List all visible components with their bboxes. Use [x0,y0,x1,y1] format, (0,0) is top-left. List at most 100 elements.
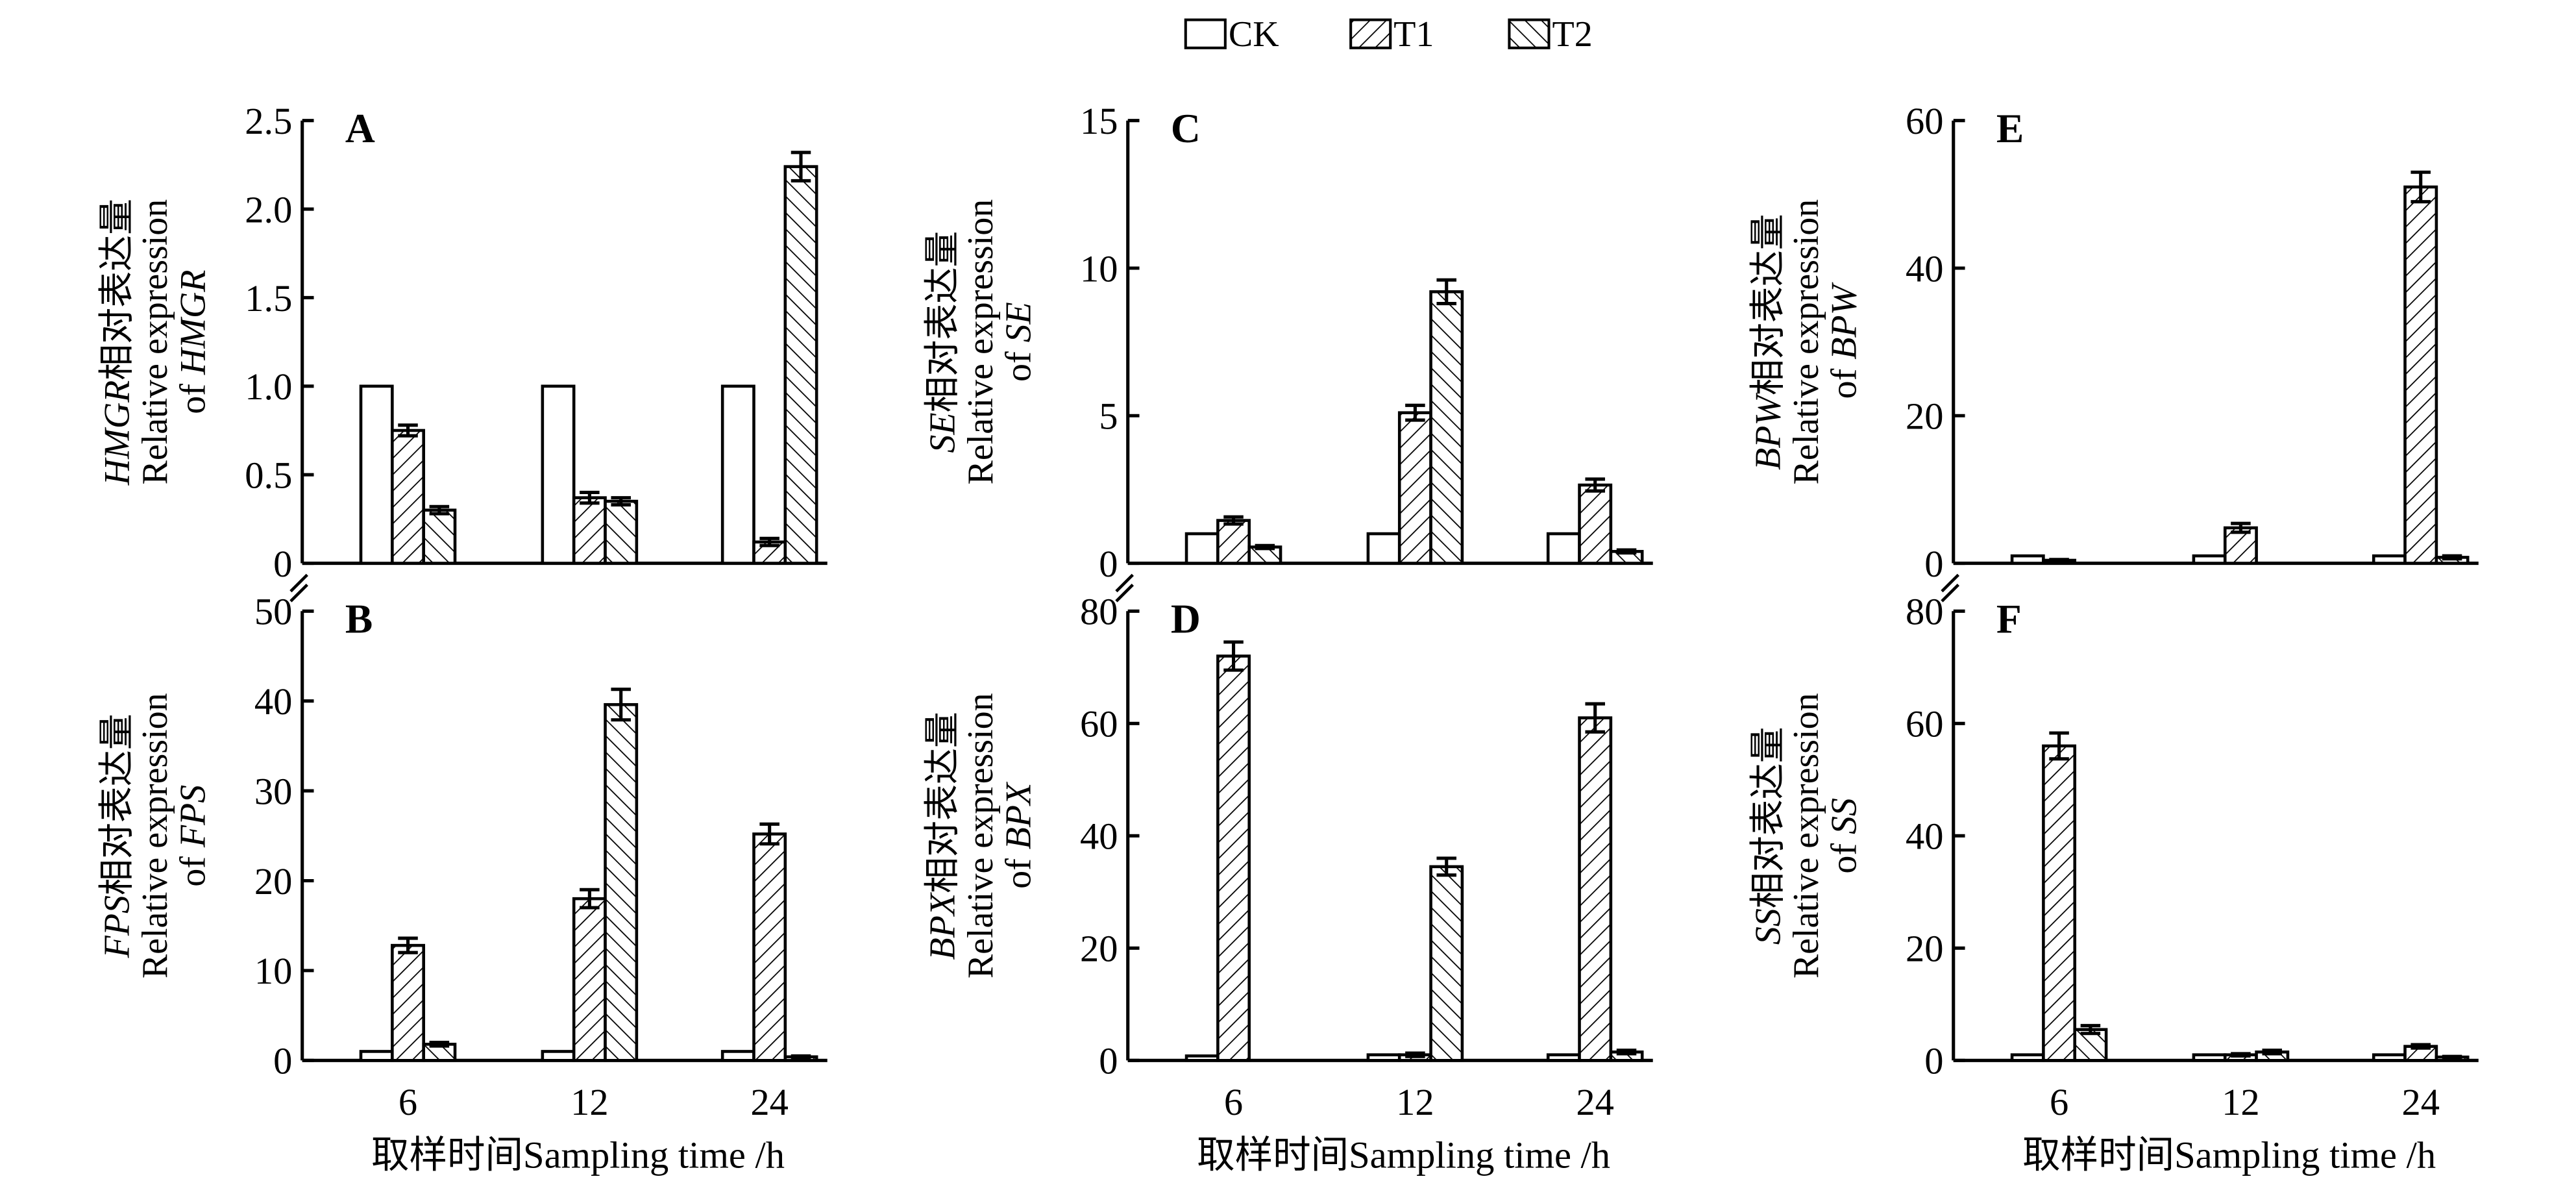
bar-ck-24h [720,1050,755,1062]
y-label-gene: FPS [97,895,138,958]
y-label-gene-2: SS [1824,798,1865,834]
y-label-line2: Relative expression [135,693,175,978]
bar-ck-12h [1366,1053,1401,1062]
y-label-of: of [999,849,1039,889]
y-tick-label: 5 [1099,395,1118,438]
y-label-of: of [1824,834,1865,874]
y-tick-label: 2.0 [245,188,292,230]
bar-ck-6h [359,384,394,565]
legend-swatch-t1 [1349,18,1392,49]
y-tick-label: 0 [1924,543,1943,585]
y-label-line3: of SE [999,302,1039,382]
error-bar-t2-12h [611,496,631,507]
bar-t2-12h [1429,865,1464,1062]
y-tick-label: 80 [1906,591,1944,633]
y-tick-label: 1.0 [245,366,292,408]
x-axis-label: 取样时间Sampling time /h [2022,1134,2436,1176]
bar-ck-12h [2192,554,2227,565]
y-label-line1: BPX相对表达量 [923,712,963,960]
y-label-of: of [173,847,214,887]
bar-t1-24h [752,832,787,1062]
error-bar-t2-24h [1616,548,1637,555]
y-label-gene-2: FPS [173,785,214,848]
bar-t1-6h [1216,519,1251,565]
error-bar-t1-6h [1223,640,1244,672]
y-tick-label: 20 [1906,395,1944,438]
bar-ck-6h [1184,1054,1220,1062]
y-label-cn: 相对表达量 [97,199,138,380]
y-tick-label: 60 [1080,703,1118,745]
bar-t1-6h [391,943,425,1062]
bar-ck-6h [2010,554,2045,565]
y-label-gene-2: BPW [1824,282,1865,359]
panel-letter: A [345,105,375,151]
y-tick-label: 0 [1099,543,1118,585]
y-label-gene: BPX [923,892,963,960]
error-bar-t1-6h [2049,731,2069,761]
x-axis-label: 取样时间Sampling time /h [371,1134,785,1176]
y-label-line2: Relative expression [961,199,1001,485]
y-tick-label: 40 [1906,247,1944,290]
bar-t1-12h [572,897,607,1062]
bar-t2-6h [422,508,457,565]
legend-label-ck: CK [1229,14,1279,55]
bar-t2-12h [1429,290,1464,565]
y-label-line3: of HMGR [173,270,214,414]
y-label-cn: 相对表达量 [923,712,963,893]
bar-ck-12h [2192,1053,2227,1062]
axis-break-mark [1941,573,1960,603]
panel-letter: F [1996,595,2022,641]
y-tick-label: 40 [1080,815,1118,858]
error-bar-t2-6h [429,1041,450,1048]
axis-break-mark [1115,573,1134,603]
y-tick-label: 50 [254,591,293,633]
bar-ck-24h [2372,1053,2407,1062]
x-tick-label: 12 [570,1081,609,1123]
bar-t1-6h [391,429,425,565]
error-bar-t2-12h [611,688,631,722]
panel-letter: E [1996,105,2024,151]
bar-t2-12h [604,702,639,1062]
error-bar-t1-6h [1223,515,1244,526]
error-bar-t1-12h [2231,1052,2251,1058]
error-bar-t2-12h [1436,856,1456,877]
y-tick-label: 2.5 [245,100,292,142]
y-label-line2: Relative expression [961,693,1001,978]
error-bar-t1-24h [759,822,779,846]
y-label-line1: SE相对表达量 [923,231,963,453]
legend-swatch-t2 [1508,18,1551,49]
y-label-line3: of FPS [173,785,214,887]
y-tick-label: 10 [1080,247,1118,290]
y-tick-label: 30 [254,770,293,812]
bar-t1-24h [1578,483,1613,565]
x-tick-label: 6 [399,1081,417,1123]
y-tick-label: 20 [254,860,293,902]
y-label-line2: Relative expression [135,199,175,485]
bar-t2-12h [604,499,639,565]
bar-ck-12h [541,384,576,565]
y-label-cn: 相对表达量 [97,714,138,895]
error-bar-t1-12h [580,888,600,910]
bar-t2-24h [783,165,818,565]
y-label-line3: of BPW [1824,282,1865,399]
y-tick-label: 0 [1099,1040,1118,1082]
y-tick-label: 60 [1906,703,1944,745]
y-label-gene: SE [923,412,963,453]
error-bar-t1-6h [398,936,418,954]
error-bar-t2-12h [1436,278,1456,306]
y-tick-label: 15 [1080,100,1118,142]
x-tick-label: 24 [1576,1081,1614,1123]
bar-ck-24h [720,384,755,565]
bar-t1-6h [1216,654,1251,1062]
y-label-line2: Relative expression [1786,693,1826,978]
y-tick-label: 10 [254,950,293,992]
error-bar-t2-6h [1255,543,1275,551]
y-tick-label: 0 [273,1040,292,1082]
legend: CK T1 T2 [1184,14,1593,55]
error-bar-t2-24h [791,151,811,182]
y-tick-label: 40 [1906,815,1944,858]
y-label-line1: SS相对表达量 [1748,727,1789,945]
